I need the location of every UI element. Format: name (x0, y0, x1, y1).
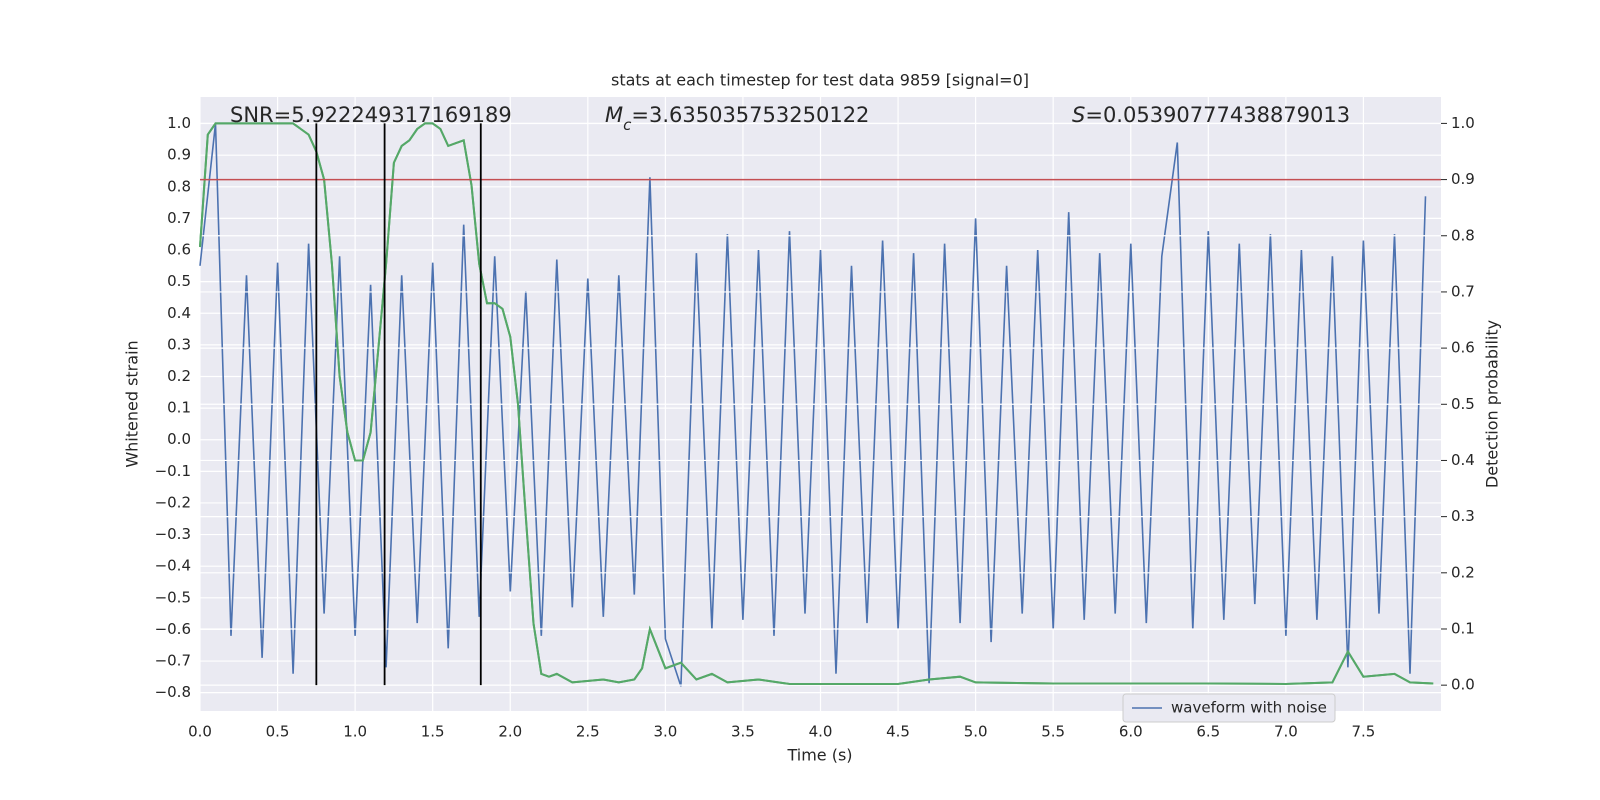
y2-tick-label: 0.8 (1451, 226, 1475, 244)
legend-box (1122, 693, 1336, 723)
y-tick-label: −0.6 (155, 620, 191, 638)
y2-tick-label: 0.9 (1451, 170, 1475, 188)
annotation-part: =3.635035753250122 (631, 103, 869, 127)
x-tick-label: 3.0 (653, 723, 677, 741)
y-tick-label: −0.1 (155, 462, 191, 480)
y-tick-label: 0.2 (167, 367, 191, 385)
y2-tick-label: 0.4 (1451, 451, 1475, 469)
y-axis-label: Whitened strain (123, 340, 142, 467)
y2-axis-label: Detection probability (1483, 320, 1502, 488)
y2-tick-label: 0.2 (1451, 563, 1475, 581)
y-tick-label: −0.8 (155, 683, 191, 701)
y-tick-label: 0.7 (167, 209, 191, 227)
y-tick-label: −0.3 (155, 525, 191, 543)
annotation-part: S (1072, 103, 1085, 127)
y-tick-label: 0.0 (167, 430, 191, 448)
annotation: Mc=3.635035753250122 (605, 103, 869, 134)
y2-tick-label: 0.1 (1451, 619, 1475, 637)
annotation-part: c (623, 116, 632, 134)
y2-tick-label: 0.7 (1451, 282, 1475, 300)
x-tick-label: 3.5 (731, 723, 755, 741)
y-tick-label: −0.7 (155, 652, 191, 670)
y-tick-label: 0.5 (167, 272, 191, 290)
x-tick-label: 7.0 (1274, 723, 1298, 741)
y-tick-label: 0.8 (167, 177, 191, 195)
annotation: S=0.05390777438879013 (1072, 103, 1350, 127)
series-line (199, 122, 1434, 686)
y-tick-label: 0.9 (167, 146, 191, 164)
chart-title: stats at each timestep for test data 985… (611, 71, 1029, 90)
x-tick-label: 4.5 (886, 723, 910, 741)
x-tick-label: 0.0 (188, 723, 212, 741)
y2-tick-label: 0.6 (1451, 339, 1475, 357)
y-tick-label: 1.0 (167, 114, 191, 132)
x-tick-label: 1.0 (343, 723, 367, 741)
x-tick-label: 0.5 (266, 723, 290, 741)
annotation-part: =0.05390777438879013 (1085, 103, 1350, 127)
y-tick-label: 0.6 (167, 241, 191, 259)
y-tick-label: 0.3 (167, 335, 191, 353)
y-tick-label: 0.4 (167, 304, 191, 322)
y-tick-label: 0.1 (167, 399, 191, 417)
x-tick-label: 6.0 (1119, 723, 1143, 741)
annotation: SNR=5.922249317169189 (230, 103, 512, 127)
annotation-part: M (605, 103, 623, 127)
annotation-part: SNR=5.922249317169189 (230, 103, 512, 127)
y2-tick-label: 0.5 (1451, 395, 1475, 413)
x-tick-label: 7.5 (1352, 723, 1376, 741)
x-tick-label: 1.5 (421, 723, 445, 741)
y-tick-label: −0.4 (155, 557, 191, 575)
x-tick-label: 4.0 (809, 723, 833, 741)
legend: waveform with noise (1122, 693, 1336, 723)
x-tick-label: 2.5 (576, 723, 600, 741)
x-tick-label: 5.0 (964, 723, 988, 741)
legend-label: waveform with noise (1171, 699, 1327, 717)
series-line (199, 123, 1427, 687)
y-tick-label: −0.5 (155, 588, 191, 606)
x-tick-label: 5.5 (1041, 723, 1065, 741)
y2-tick-label: 1.0 (1451, 114, 1475, 132)
y2-tick-label: 0.3 (1451, 507, 1475, 525)
x-tick-label: 2.0 (498, 723, 522, 741)
x-tick-label: 6.5 (1196, 723, 1220, 741)
x-axis-label: Time (s) (786, 746, 852, 765)
y-tick-label: −0.2 (155, 493, 191, 511)
y2-tick-label: 0.0 (1451, 676, 1475, 694)
